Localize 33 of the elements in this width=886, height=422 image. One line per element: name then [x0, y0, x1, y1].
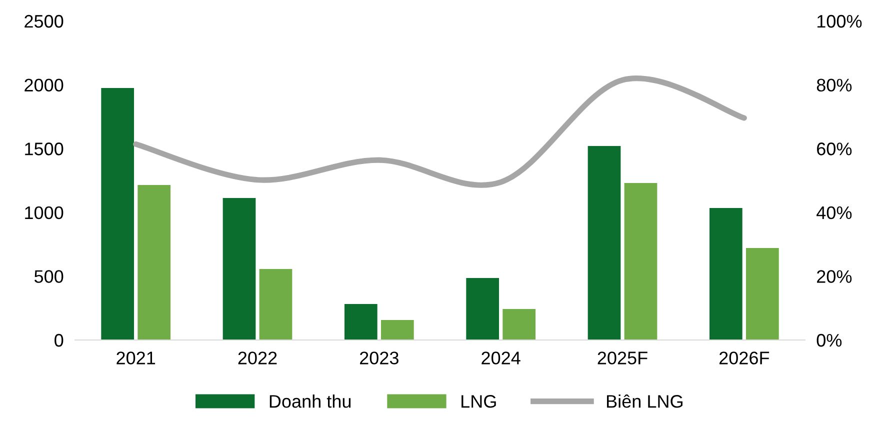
bar	[466, 278, 500, 340]
y2-tick-label: 40%	[816, 206, 852, 220]
y2-tick-label: 60%	[817, 142, 852, 156]
y-tick-label: 500	[34, 270, 64, 283]
x-tick-label: 2021	[116, 352, 156, 364]
x-tick-label: 2022	[238, 352, 277, 364]
y2-tick-label: 20%	[817, 270, 852, 283]
y2-tick-label: 0%	[816, 334, 842, 347]
bar	[344, 304, 378, 340]
x-tick-label: 2024	[482, 352, 520, 364]
legend-label: LNG	[462, 395, 496, 408]
bar	[222, 198, 256, 340]
y-tick-label: 2500	[24, 14, 64, 28]
legend-label: Doanh thu	[270, 394, 351, 408]
y-tick-label: 1500	[25, 142, 64, 156]
x-tick-label: 2025F	[598, 352, 648, 364]
bar	[259, 269, 292, 340]
y2-tick-label: 80%	[816, 78, 852, 92]
bar	[502, 308, 536, 340]
y-tick-label: 2000	[24, 78, 64, 92]
bar	[588, 146, 621, 340]
x-tick-label: 2026F	[719, 352, 770, 364]
legend-label: Biên LNG	[607, 394, 682, 408]
bar	[138, 184, 171, 340]
bar	[624, 183, 658, 340]
bar	[380, 320, 414, 340]
x-tick-label: 2023	[360, 352, 398, 364]
y2-tick-label: 100%	[817, 14, 862, 28]
y-tick-label: 0	[54, 334, 64, 347]
bar	[746, 248, 779, 340]
bar	[101, 88, 134, 340]
y-tick-label: 1000	[25, 206, 64, 220]
bar	[709, 208, 742, 340]
